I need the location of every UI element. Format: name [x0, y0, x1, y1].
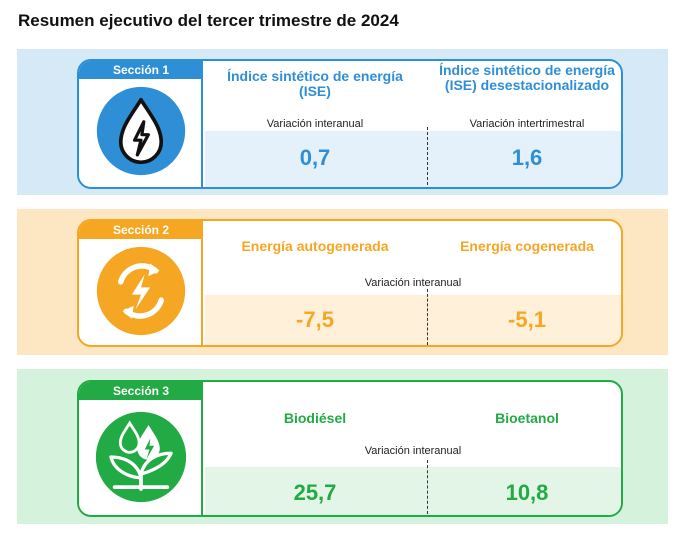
metric-cogenerada-value: -5,1: [508, 307, 546, 332]
metric-ise-desest-sub-label: Variación intertrimestral: [469, 118, 585, 130]
section-3-card: Sección 3 Biodiésel Bioetanol Variación …: [77, 380, 623, 517]
metric-ise-sub-label: Variación interanual: [266, 118, 364, 130]
section-2-metrics: Energía autogenerada Energía cogenerada …: [205, 221, 621, 345]
metric-autogenerada-value: -7,5: [296, 307, 334, 332]
section-2-sub-label: Variación interanual: [364, 277, 462, 289]
section-1-card: Sección 1 Índice sintético de energía (I…: [77, 59, 623, 189]
section-1-metrics: Índice sintético de energía (ISE) Índice…: [205, 61, 621, 187]
circular-bolt-icon: [96, 246, 186, 336]
metric-ise-title: Índice sintético de energía (ISE): [227, 68, 403, 99]
drops-leaves-icon: [95, 411, 187, 503]
section-3-label: Sección 3: [79, 382, 203, 400]
metric-ise-value: 0,7: [299, 145, 331, 170]
page-title: Resumen ejecutivo del tercer trimestre d…: [18, 11, 399, 30]
water-drop-bolt-icon: [96, 86, 186, 176]
metric-ise-desest-value: 1,6: [511, 145, 543, 170]
section-3-sub-label: Variación interanual: [364, 445, 462, 457]
section-2-card: Sección 2 Energía autogenerada Energía c…: [77, 219, 623, 347]
section-1-icon-panel: Sección 1: [79, 61, 203, 187]
metric-ise-desest-title: Índice sintético de energía (ISE) desest…: [439, 62, 615, 93]
metric-cogenerada-title: Energía cogenerada: [460, 238, 594, 254]
section-3-values-strip: 25,7 10,8: [205, 467, 621, 515]
section-3-divider: [427, 460, 428, 514]
section-3-metrics: Biodiésel Bioetanol Variación interanual…: [205, 382, 621, 515]
section-1-values-strip: 0,7 1,6: [205, 131, 621, 187]
section-2-label: Sección 2: [79, 221, 203, 239]
section-2-divider: [427, 289, 428, 345]
section-3-band: Sección 3 Biodiésel Bioetanol Variación …: [17, 369, 668, 524]
section-1-divider: [427, 127, 428, 185]
metric-bioetanol-title: Bioetanol: [495, 410, 559, 426]
section-3-icon-panel: Sección 3: [79, 382, 203, 515]
section-2-band: Sección 2 Energía autogenerada Energía c…: [17, 209, 668, 355]
metric-biodiesel-value: 25,7: [293, 480, 337, 505]
metric-autogenerada-title: Energía autogenerada: [241, 238, 389, 254]
metric-biodiesel-title: Biodiésel: [283, 410, 347, 426]
metric-bioetanol-value: 10,8: [505, 480, 549, 505]
section-2-values-strip: -7,5 -5,1: [205, 295, 621, 345]
section-1-band: Sección 1 Índice sintético de energía (I…: [17, 49, 668, 195]
section-1-label: Sección 1: [79, 61, 203, 79]
section-2-icon-panel: Sección 2: [79, 221, 203, 345]
